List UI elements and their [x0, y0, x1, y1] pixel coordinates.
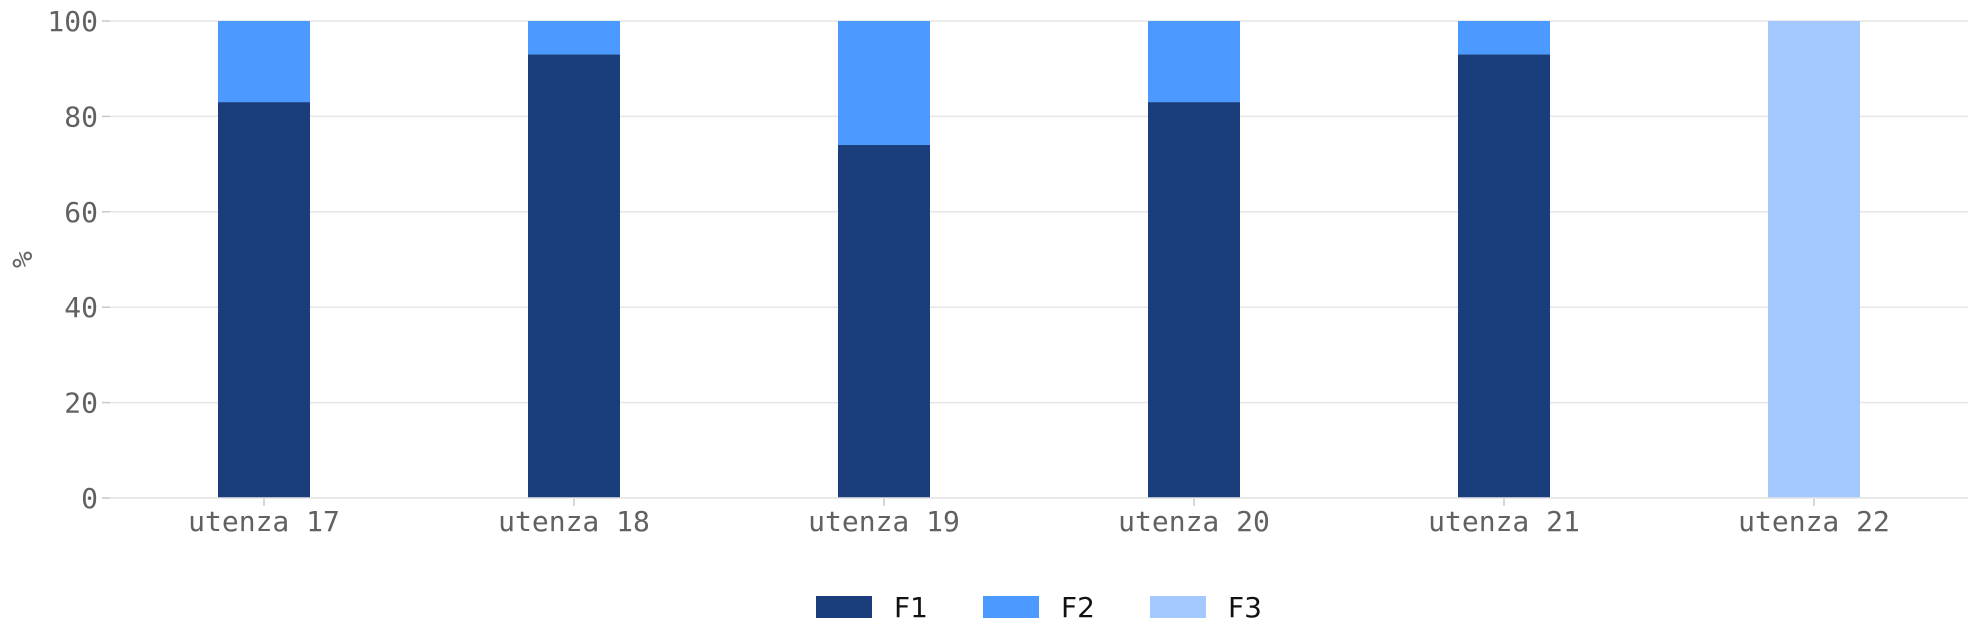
y-grid — [110, 20, 1968, 499]
bar-f2 — [1148, 21, 1240, 103]
legend-label: F3 — [1228, 591, 1262, 624]
legend-label: F1 — [894, 591, 928, 624]
bar-f1 — [528, 54, 620, 498]
y-tick-label: 20 — [64, 387, 98, 420]
legend-swatch — [1150, 596, 1206, 618]
bar-f3 — [1768, 21, 1860, 498]
bar-f2 — [528, 21, 620, 55]
legend: F1 F2 F3 — [816, 591, 1262, 624]
bar-f2 — [1458, 21, 1550, 55]
legend-item-f3: F3 — [1150, 591, 1262, 624]
bar-f1 — [838, 145, 930, 498]
legend-swatch — [816, 596, 872, 618]
x-tick-label: utenza 21 — [1428, 505, 1580, 538]
bars — [218, 21, 1860, 498]
bar-f2 — [838, 21, 930, 146]
bar-f1 — [218, 102, 310, 498]
y-tick-label: 60 — [64, 196, 98, 229]
y-axis: 0 20 40 60 80 100 — [47, 5, 110, 515]
y-tick-label: 40 — [64, 291, 98, 324]
bar-f1 — [1148, 102, 1240, 498]
x-tick-label: utenza 18 — [498, 505, 650, 538]
x-tick-label: utenza 17 — [188, 505, 340, 538]
x-axis: utenza 17 utenza 18 utenza 19 utenza 20 uten… — [110, 497, 1968, 538]
y-tick-label: 0 — [81, 482, 98, 515]
x-tick-label: utenza 22 — [1738, 505, 1890, 538]
legend-swatch — [983, 596, 1039, 618]
y-axis-title: % — [6, 251, 39, 268]
bar-f2 — [218, 21, 310, 103]
legend-item-f1: F1 — [816, 591, 928, 624]
legend-label: F2 — [1061, 591, 1095, 624]
x-tick-label: utenza 19 — [808, 505, 960, 538]
y-tick-label: 80 — [64, 100, 98, 133]
x-tick-label: utenza 20 — [1118, 505, 1270, 538]
y-tick-label: 100 — [47, 5, 98, 38]
bar-f1 — [1458, 54, 1550, 498]
legend-item-f2: F2 — [983, 591, 1095, 624]
